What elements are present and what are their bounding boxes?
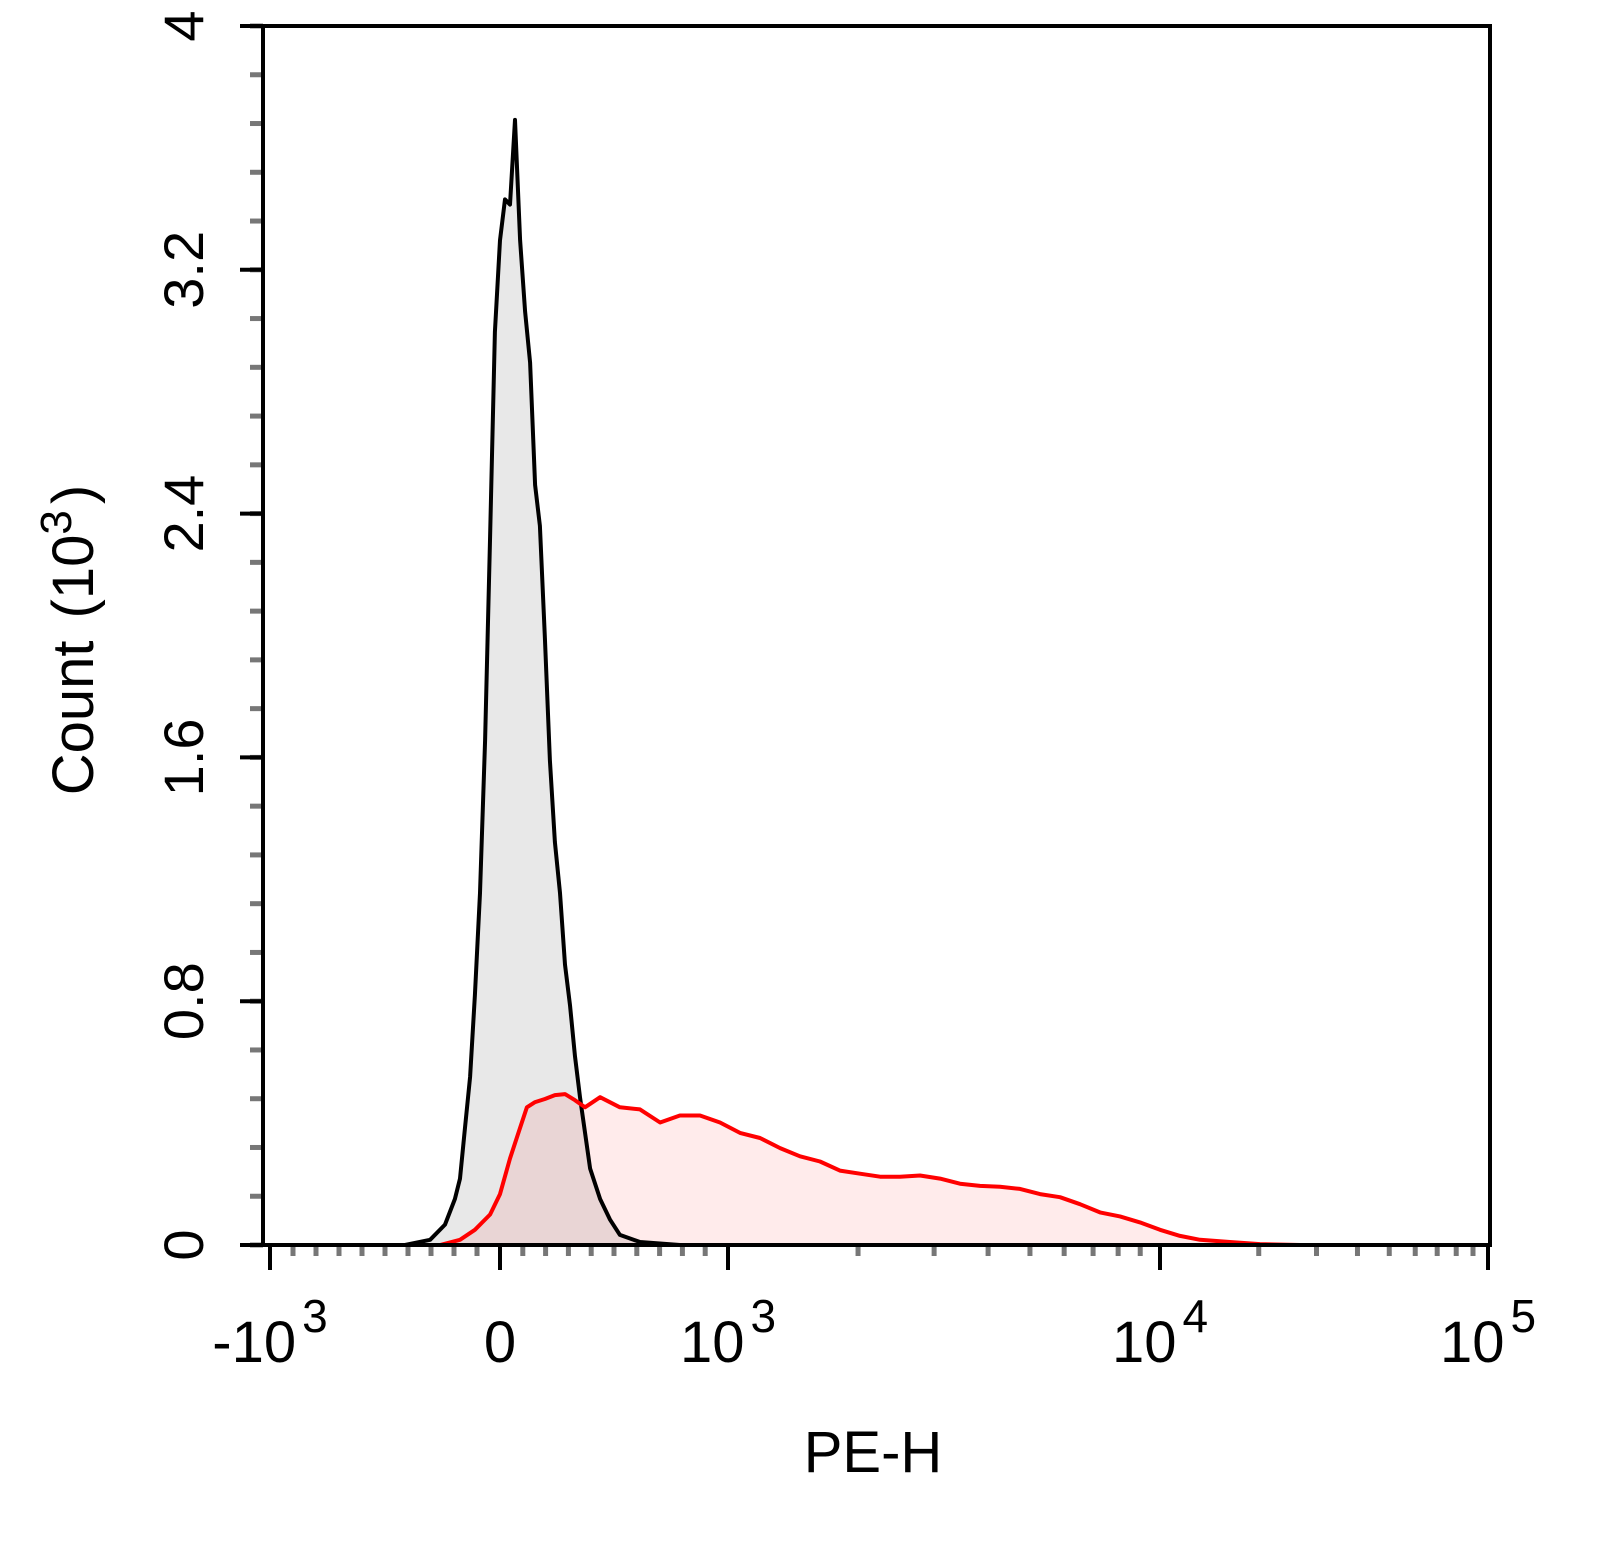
x-tick-label: 10 5: [1440, 1290, 1536, 1375]
x-tick-label: 0: [484, 1310, 516, 1375]
series-1-area: [440, 1094, 1301, 1245]
series-0-line: [404, 117, 681, 1247]
x-tick-label: 10 4: [1112, 1290, 1208, 1375]
y-tick-label: 2.4: [152, 475, 215, 553]
y-axis-unit-exp: 3: [32, 510, 81, 534]
y-axis-label: Count(103): [32, 485, 106, 795]
y-tick-label: 3.2: [152, 231, 215, 309]
ticks-layer: 0 0.8 1.6 2.4 3.2 4 -10 3 0 10 3 10 4 10 5: [152, 10, 1536, 1375]
y-tick-label: 0.8: [152, 962, 215, 1040]
plot-frame: [261, 24, 1492, 1247]
series-0-area: [405, 119, 680, 1245]
y-tick-label: 1.6: [152, 718, 215, 796]
series-layer: [404, 117, 1301, 1247]
y-tick-label: 4: [152, 10, 215, 41]
x-tick-label: 10 3: [680, 1290, 776, 1375]
y-axis-unit-base: 10: [41, 535, 106, 600]
y-tick-label: 0: [152, 1229, 215, 1260]
x-tick-label: -10 3: [212, 1290, 327, 1375]
x-axis-label: PE-H: [804, 1420, 943, 1485]
y-axis-label-text: Count: [41, 640, 106, 795]
series-1-line: [439, 1092, 1301, 1247]
